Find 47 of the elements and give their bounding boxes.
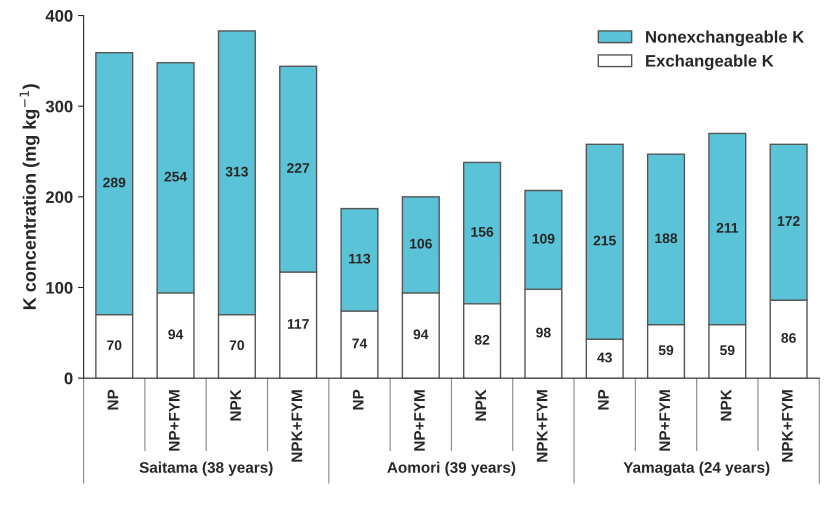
x-tick-label: NPK+FYM [536, 390, 548, 462]
data-label: 188 [655, 233, 678, 244]
x-tick-label: NP+FYM [659, 390, 670, 451]
data-label: 82 [474, 334, 490, 345]
data-label: 59 [720, 345, 735, 356]
data-label: 109 [532, 234, 554, 244]
text: Aomori (39 years) [387, 462, 516, 476]
data-label: 172 [778, 216, 800, 226]
text: Yamagata (24 years) [623, 462, 770, 476]
x-tick-label: NPK [720, 389, 732, 420]
y-tick-label: 100 [46, 282, 73, 294]
data-label: 211 [716, 222, 738, 233]
x-tick-label: NP+FYM [414, 390, 425, 451]
data-label: 156 [471, 226, 494, 237]
x-tick-label: NP [598, 390, 609, 410]
legend-label: Exchangeable K [646, 54, 774, 70]
data-label: 70 [107, 340, 122, 350]
x-tick-label: NPK+FYM [782, 390, 793, 462]
x-tick-label: NP [352, 390, 364, 410]
y-tick-label: 300 [46, 100, 73, 112]
data-label: 98 [536, 328, 551, 338]
text: Saitama (38 years) [140, 462, 273, 476]
data-label: 289 [103, 178, 126, 188]
x-tick-label: NP [108, 390, 118, 410]
data-label: 113 [349, 254, 370, 264]
x-tick-label: NPK [476, 389, 486, 420]
data-label: 227 [287, 163, 310, 173]
data-label: 117 [288, 319, 309, 329]
data-label: 74 [352, 338, 368, 348]
x-tick-label: NPK+FYM [292, 390, 302, 462]
data-label: 94 [414, 329, 428, 340]
y-axis-title: K concentration (mg kg$^{−1}$) [20, 84, 40, 310]
data-label: 215 [594, 236, 616, 246]
legend-label: Nonexchangeable K [646, 30, 804, 46]
x-tick-label: NP+FYM [169, 390, 180, 451]
y-tick-label: 0 [64, 372, 72, 384]
data-label: 106 [410, 238, 432, 249]
y-tick-label: 400 [46, 10, 73, 22]
data-label: 86 [781, 333, 796, 343]
data-label: 254 [164, 172, 188, 182]
data-label: 313 [226, 166, 248, 177]
data-label: 94 [168, 329, 184, 340]
y-tick-label: 200 [46, 191, 73, 204]
x-tick-label: NPK [230, 389, 241, 420]
data-label: 59 [658, 345, 674, 356]
data-label: 70 [230, 340, 244, 350]
data-label: 43 [597, 352, 612, 362]
